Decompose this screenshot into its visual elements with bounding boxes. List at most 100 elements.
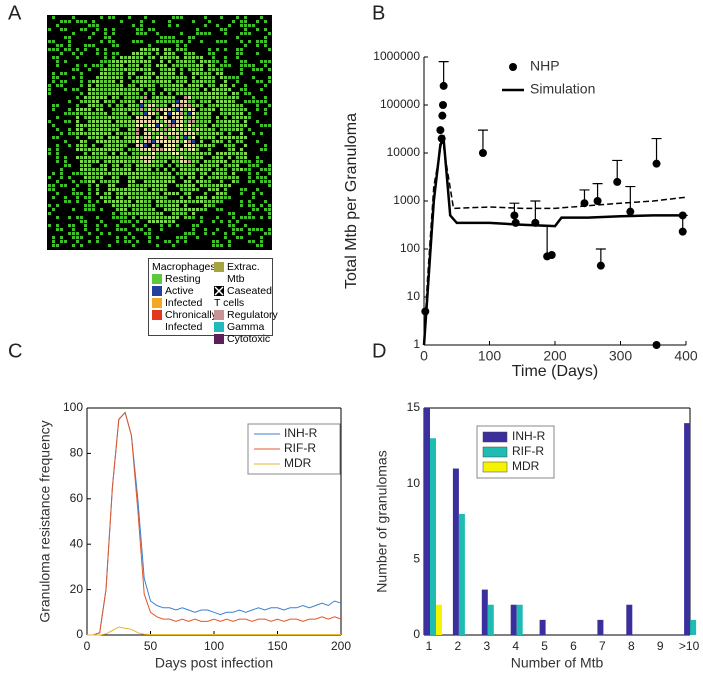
cell (152, 84, 155, 87)
cell (132, 52, 135, 55)
cell (120, 68, 123, 71)
cell (232, 160, 235, 163)
cell (144, 100, 147, 103)
cell (168, 204, 171, 207)
cell (172, 16, 175, 19)
cell (180, 16, 183, 19)
cell (256, 20, 259, 23)
cell (216, 176, 219, 179)
cell (188, 196, 191, 199)
cell (144, 76, 147, 79)
cell (132, 40, 135, 43)
legend-label: NHP (530, 58, 560, 74)
cell (176, 80, 179, 83)
cell (128, 172, 131, 175)
cell (180, 116, 183, 119)
legend-text: Active (165, 285, 194, 297)
cell (96, 120, 99, 123)
cell (76, 144, 79, 147)
legend-heading: T cells (214, 297, 245, 309)
cell (116, 216, 119, 219)
cell (164, 160, 167, 163)
cell (208, 80, 211, 83)
cell (244, 124, 247, 127)
cell (112, 40, 115, 43)
cell (124, 240, 127, 243)
cell (124, 200, 127, 203)
cell (60, 168, 63, 171)
cell (240, 136, 243, 139)
cell (240, 204, 243, 207)
cell (136, 172, 139, 175)
cell (268, 124, 271, 127)
cell (196, 200, 199, 203)
cell (156, 32, 159, 35)
cell (140, 108, 143, 111)
cell (240, 68, 243, 71)
cell (168, 144, 171, 147)
cell (260, 88, 263, 91)
cell (192, 168, 195, 171)
legend-item: Resting (152, 273, 214, 285)
cell (164, 184, 167, 187)
cell (164, 48, 167, 51)
cell (68, 164, 71, 167)
cell (192, 144, 195, 147)
cell (256, 28, 259, 31)
cell (196, 152, 199, 155)
cell (224, 176, 227, 179)
cell (240, 156, 243, 159)
cell (132, 112, 135, 115)
data-point (626, 207, 635, 216)
cell (108, 80, 111, 83)
cell (160, 180, 163, 183)
cell (184, 156, 187, 159)
cell (92, 168, 95, 171)
cell (208, 84, 211, 87)
cell (176, 204, 179, 207)
cell (160, 96, 163, 99)
cell (148, 44, 151, 47)
cell (136, 196, 139, 199)
cell (204, 128, 207, 131)
cell (160, 156, 163, 159)
cell (216, 24, 219, 27)
cell (100, 172, 103, 175)
cell (220, 136, 223, 139)
cell (256, 228, 259, 231)
cell (136, 120, 139, 123)
cell (164, 148, 167, 151)
cell (160, 212, 163, 215)
cell (88, 208, 91, 211)
cell (228, 196, 231, 199)
data-point (580, 199, 589, 208)
cell (172, 128, 175, 131)
cell (228, 164, 231, 167)
panel-label: B (372, 2, 385, 24)
cell (168, 96, 171, 99)
cell (60, 172, 63, 175)
cell (148, 52, 151, 55)
cell (84, 144, 87, 147)
cell (152, 196, 155, 199)
cell (184, 48, 187, 51)
cell (116, 160, 119, 163)
cell (180, 32, 183, 35)
cell (128, 140, 131, 143)
cell (132, 100, 135, 103)
cell (160, 172, 163, 175)
cell (104, 60, 107, 63)
cell (164, 128, 167, 131)
cell (56, 60, 59, 63)
cell (252, 240, 255, 243)
cell (136, 32, 139, 35)
cell (128, 196, 131, 199)
cell (100, 132, 103, 135)
cell (160, 176, 163, 179)
cell (148, 112, 151, 115)
cell (168, 120, 171, 123)
cell (140, 164, 143, 167)
cell (112, 52, 115, 55)
cell (172, 40, 175, 43)
cell (48, 40, 51, 43)
